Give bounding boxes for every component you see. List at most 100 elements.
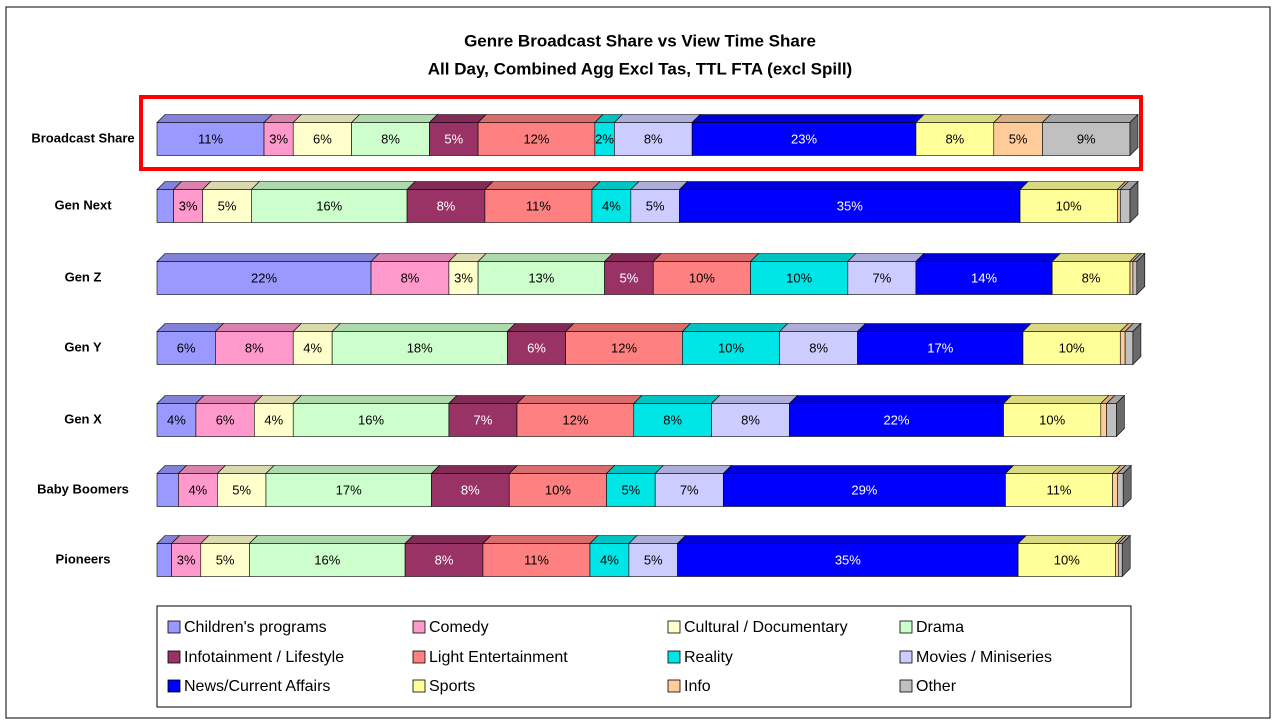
segment — [430, 465, 518, 507]
segment-top — [200, 535, 259, 544]
segment-top — [1019, 181, 1127, 190]
segment-front — [249, 543, 406, 577]
segment — [676, 535, 1027, 577]
segment-front — [1118, 543, 1123, 577]
segment-front — [265, 473, 432, 507]
segment-top — [628, 535, 687, 544]
data-label: 5% — [218, 198, 237, 213]
segment — [613, 114, 701, 156]
data-label: 5% — [646, 198, 665, 213]
data-label: 22% — [883, 412, 909, 427]
segment-front — [173, 189, 204, 223]
data-label: 8% — [945, 131, 964, 146]
segment-top — [847, 253, 925, 262]
segment-top — [678, 181, 1029, 190]
data-label: 2% — [595, 131, 614, 146]
category-label: Gen Y — [64, 339, 102, 354]
segment — [156, 253, 380, 295]
segment-front — [292, 403, 450, 437]
data-label: 35% — [835, 552, 861, 567]
segment-front — [370, 261, 450, 295]
legend-label: Movies / Miniseries — [916, 649, 1052, 666]
segment-top — [749, 253, 857, 262]
segment-top — [156, 114, 273, 123]
data-label: 11% — [198, 131, 223, 146]
segment-front — [156, 543, 172, 577]
data-label: 10% — [689, 270, 715, 285]
segment-front — [1132, 261, 1138, 295]
segment-front — [1019, 189, 1118, 223]
data-label: 18% — [407, 340, 433, 355]
segment-front — [263, 122, 294, 156]
segment-front — [1129, 261, 1134, 295]
segment-top — [915, 114, 1003, 123]
data-label: 4% — [264, 412, 283, 427]
segment — [350, 114, 439, 156]
segment-top — [292, 395, 458, 404]
segment-top — [1051, 253, 1139, 262]
data-label: 6% — [177, 340, 196, 355]
data-label: 10% — [718, 340, 744, 355]
segment-front — [1100, 403, 1107, 437]
segment-top — [722, 465, 1015, 474]
data-label: 7% — [680, 482, 699, 497]
segment — [603, 253, 662, 295]
segment-front — [589, 543, 630, 577]
segment — [516, 395, 643, 437]
data-label: 11% — [1046, 482, 1071, 497]
data-label: 9% — [1077, 131, 1096, 146]
segment-front — [217, 473, 267, 507]
data-label: 11% — [524, 552, 549, 567]
segment-side — [1136, 252, 1146, 296]
segment-front — [156, 261, 372, 295]
data-label: 10% — [1054, 552, 1080, 567]
segment-top — [477, 114, 604, 123]
segment-front — [1112, 473, 1118, 507]
segment-front — [202, 189, 252, 223]
segment-front — [156, 189, 174, 223]
legend-swatch — [667, 620, 681, 634]
segment — [681, 323, 789, 365]
segment-top — [202, 181, 261, 190]
legend-items: Children's programs Comedy Cultural / Docu… — [167, 619, 1052, 695]
segment — [214, 323, 302, 365]
segment-top — [484, 181, 601, 190]
segment-front — [1017, 543, 1116, 577]
segment — [1124, 322, 1142, 366]
segment-top — [508, 465, 616, 474]
segment — [1116, 464, 1132, 508]
segment-front — [847, 261, 917, 295]
legend-swatch — [899, 650, 913, 664]
data-label: 23% — [791, 131, 817, 146]
segment — [292, 114, 361, 156]
data-label: 4% — [600, 552, 619, 567]
segment-top — [331, 323, 517, 332]
segment-front — [750, 261, 849, 295]
data-label: 22% — [251, 270, 277, 285]
data-label: 8% — [809, 340, 828, 355]
category-label: Gen X — [64, 411, 102, 426]
segment-side — [1132, 322, 1142, 366]
segment-top — [710, 395, 799, 404]
segment — [589, 535, 638, 577]
segment — [564, 323, 692, 365]
data-label: 6% — [313, 131, 332, 146]
segment — [722, 465, 1015, 507]
segment — [292, 395, 458, 437]
category-label: Gen Z — [65, 269, 102, 284]
segment — [1117, 534, 1131, 578]
data-label: 29% — [851, 482, 877, 497]
segment — [253, 395, 302, 437]
segment-front — [477, 261, 605, 295]
segment-top — [633, 395, 721, 404]
segment-front — [506, 331, 566, 365]
segment-front — [628, 543, 678, 577]
segment-top — [676, 535, 1027, 544]
segment-front — [156, 473, 179, 507]
segment-top — [430, 465, 518, 474]
legend-label: Other — [916, 678, 957, 695]
data-label: 8% — [437, 198, 456, 213]
data-label: 17% — [927, 340, 953, 355]
segment-front — [691, 122, 917, 156]
category-label: Pioneers — [56, 551, 111, 566]
